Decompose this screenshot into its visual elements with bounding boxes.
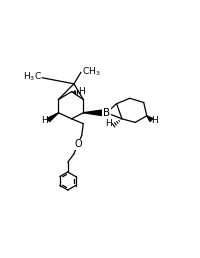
Text: B: B xyxy=(102,108,110,118)
Polygon shape xyxy=(83,110,102,116)
Text: H: H xyxy=(105,119,111,128)
Text: O: O xyxy=(74,139,81,149)
Text: H: H xyxy=(151,116,157,125)
Text: CH$_3$: CH$_3$ xyxy=(81,66,100,78)
Text: H: H xyxy=(41,116,48,125)
Text: H$_3$C: H$_3$C xyxy=(23,70,42,83)
Text: H: H xyxy=(77,87,84,96)
Polygon shape xyxy=(47,113,58,122)
Polygon shape xyxy=(146,116,152,122)
